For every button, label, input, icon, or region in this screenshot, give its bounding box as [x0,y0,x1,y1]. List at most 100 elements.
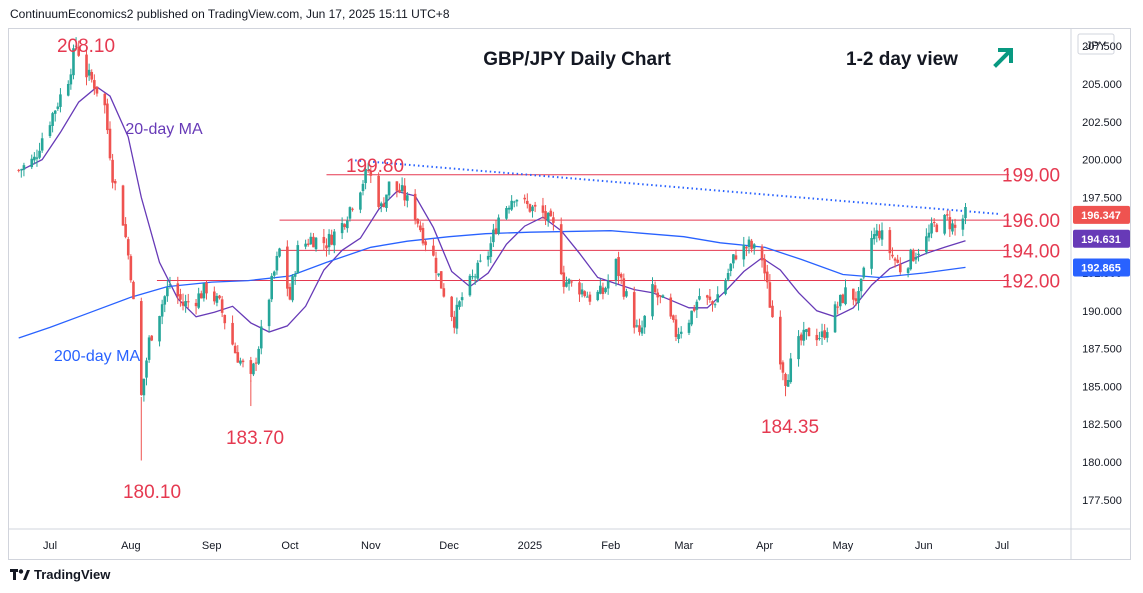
candle-up [458,301,461,308]
x-tick-label: Jun [915,540,933,552]
candle-up [606,281,610,289]
candle-down [552,217,555,223]
candle-up [640,327,644,334]
candle-up [585,296,589,298]
candle-down [179,294,182,300]
arrow-up-right-icon [993,48,1013,68]
candle-up [927,232,931,238]
candle-up [327,233,331,248]
candle-up [361,183,365,192]
chart-area[interactable]: 199.00 196.00 194.00 192.00 20-day MA 200-da… [8,28,1131,560]
tradingview-brand: TradingView [34,567,111,583]
candle-up [476,262,480,279]
candle-up [961,218,965,230]
candle-up [309,236,313,245]
candle-up [473,276,477,278]
candle-up [917,253,920,256]
candle-down [93,80,96,89]
candle-down [231,322,234,345]
candle-down [369,171,373,176]
candle-up [914,257,918,260]
candle-down [306,243,310,245]
candle-down [544,211,547,220]
candle-down [528,204,532,212]
price-badge [1073,258,1130,277]
candle-up [698,296,701,300]
candle-up [166,287,169,297]
y-tick-label: 180.000 [1082,457,1122,469]
candle-up [291,276,294,301]
candle-down [139,301,143,395]
candle-down [103,93,107,106]
candle-down [233,345,237,354]
x-tick-label: Jul [995,540,1009,552]
candle-down [533,204,537,207]
candle-down [421,227,425,244]
candle-up [163,296,167,305]
candle-down [896,259,899,263]
candle-up [546,212,550,222]
candle-down [692,308,696,311]
x-tick-label: Nov [361,540,381,552]
candle-down [17,169,21,171]
candle-up [805,329,808,332]
candle-down [815,334,819,341]
candle-down [351,208,354,210]
candle-up [625,291,628,297]
candle-down [601,287,605,295]
candle-down [779,316,782,365]
x-tick-label: Aug [121,540,141,552]
currency-box [1077,33,1115,55]
candle-up [66,84,70,96]
candle-up [964,207,967,219]
candle-up [455,304,459,329]
level-label: 196.00 [1002,211,1060,232]
candle-down [223,314,227,324]
chart-title: GBP/JPY Daily Chart [483,49,671,70]
ma20-label: 20-day MA [125,121,203,138]
candle-down [836,306,839,308]
candle-up [257,348,260,364]
candle-down [674,319,678,337]
candle-up [197,293,200,308]
resistance-trendline [355,159,1000,216]
candle-down [121,185,125,226]
candle-up [168,284,172,286]
candle-down [111,159,114,183]
candle-up [687,322,691,333]
tradingview-footer[interactable]: TradingView [10,566,110,582]
candle-up [160,304,164,317]
candle-down [432,245,435,256]
x-tick-label: Sep [202,540,222,552]
candle-up [786,380,790,387]
candle-down [325,245,328,249]
candle-up [635,325,639,327]
candle-down [763,258,766,274]
y-tick-label: 202.500 [1082,117,1122,129]
candle-down [932,222,936,224]
price-badge [1073,205,1130,224]
candle-down [403,185,407,201]
candle-down [218,295,221,299]
y-tick-label: 200.000 [1082,155,1122,167]
candle-down [439,271,443,289]
candle-down [638,325,641,333]
x-tick-label: Jul [43,540,57,552]
chart-canvas[interactable]: 199.00 196.00 194.00 192.00 20-day MA 200-da… [9,29,1130,559]
price-axis[interactable]: 177.500 180.000 182.500 185.000 187.500 190.0… [1070,29,1130,559]
horizontal-levels: 199.00 196.00 194.00 192.00 [156,166,1060,293]
candle-down [622,278,626,297]
candle-down [583,291,586,297]
candle-down [312,236,315,248]
candle-up [239,360,242,364]
candle-down [377,175,380,207]
candle-down [659,295,662,297]
candle-up [875,230,879,236]
time-axis[interactable]: Jul Aug Sep Oct Nov Dec 2025 Feb Mar Apr May Jun Jul [9,528,1130,552]
candle-up [387,181,391,196]
candle-up [909,249,913,270]
candle-up [145,360,148,378]
x-tick-label: Dec [439,540,459,552]
candle-down [945,214,949,216]
candle-up [468,275,472,296]
